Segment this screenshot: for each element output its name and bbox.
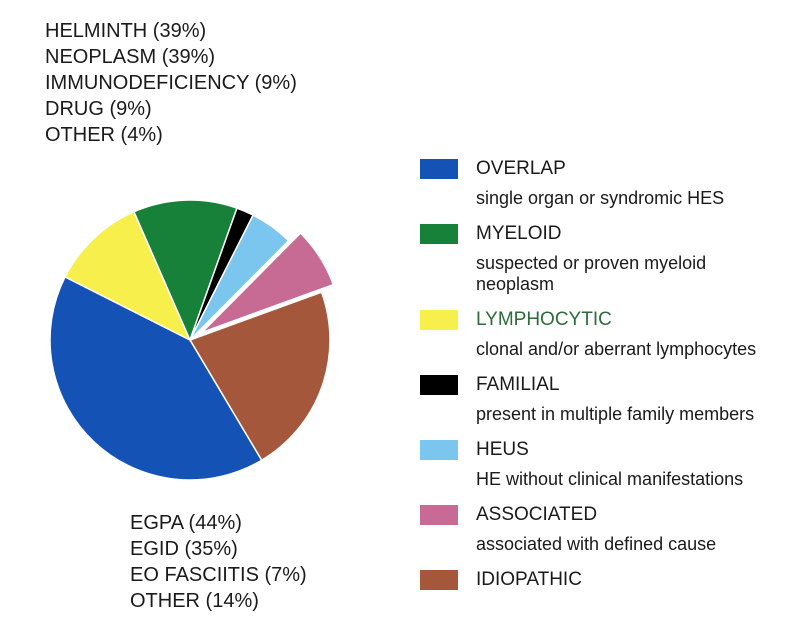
legend-swatch [420, 440, 458, 460]
legend-desc: clonal and/or aberrant lymphocytes [476, 339, 780, 360]
legend-entry-familial: FAMILIAL [420, 374, 780, 396]
legend-desc: present in multiple family members [476, 404, 780, 425]
list-item: EGPA (44%) [130, 510, 307, 536]
hes-subtype-pie-chart [40, 175, 340, 495]
legend-swatch [420, 570, 458, 590]
legend-entry-lymphocytic: LYMPHOCYTIC [420, 309, 780, 331]
legend-label: LYMPHOCYTIC [476, 309, 612, 331]
legend-label: MYELOID [476, 223, 562, 245]
list-item: EGID (35%) [130, 536, 307, 562]
legend-swatch [420, 159, 458, 179]
legend-desc: suspected or proven myeloid neoplasm [476, 253, 780, 295]
list-item: HELMINTH (39%) [45, 18, 297, 44]
legend: OVERLAP single organ or syndromic HES MY… [420, 158, 780, 599]
legend-desc: HE without clinical manifestations [476, 469, 780, 490]
legend-entry-heus: HEUS [420, 439, 780, 461]
legend-label: ASSOCIATED [476, 504, 597, 526]
legend-desc: single organ or syndromic HES [476, 188, 780, 209]
legend-entry-idiopathic: IDIOPATHIC [420, 569, 780, 591]
legend-entry-overlap: OVERLAP [420, 158, 780, 180]
legend-entry-myeloid: MYELOID [420, 223, 780, 245]
list-item: OTHER (4%) [45, 122, 297, 148]
pie-svg [40, 175, 340, 505]
list-item: OTHER (14%) [130, 588, 307, 614]
legend-swatch [420, 505, 458, 525]
list-item: IMMUNODEFICIENCY (9%) [45, 70, 297, 96]
legend-entry-associated: ASSOCIATED [420, 504, 780, 526]
legend-desc: associated with defined cause [476, 534, 780, 555]
legend-label: FAMILIAL [476, 374, 559, 396]
overlap-subtypes-list: EGPA (44%) EGID (35%) EO FASCIITIS (7%) … [130, 510, 307, 614]
legend-label: HEUS [476, 439, 529, 461]
legend-swatch [420, 224, 458, 244]
associated-causes-list: HELMINTH (39%) NEOPLASM (39%) IMMUNODEFI… [45, 18, 297, 148]
legend-swatch [420, 310, 458, 330]
legend-swatch [420, 375, 458, 395]
legend-label: IDIOPATHIC [476, 569, 582, 591]
list-item: EO FASCIITIS (7%) [130, 562, 307, 588]
list-item: NEOPLASM (39%) [45, 44, 297, 70]
figure-canvas: HELMINTH (39%) NEOPLASM (39%) IMMUNODEFI… [0, 0, 800, 628]
legend-label: OVERLAP [476, 158, 566, 180]
list-item: DRUG (9%) [45, 96, 297, 122]
